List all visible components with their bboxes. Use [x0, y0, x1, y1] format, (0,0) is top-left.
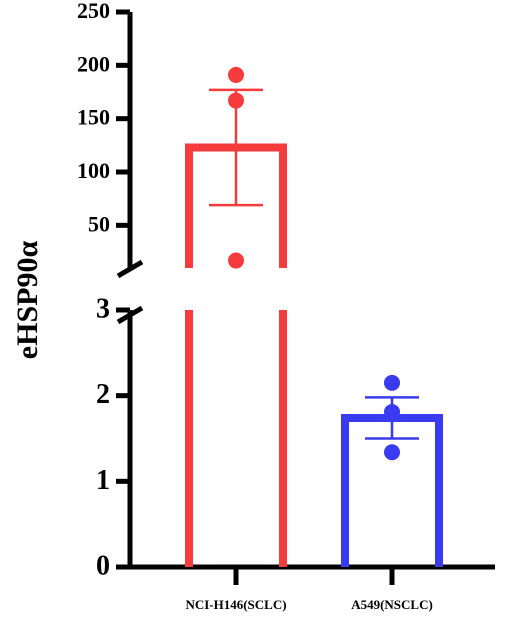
- bar: [185, 143, 287, 567]
- axis-break: [116, 305, 144, 325]
- data-point: [228, 66, 244, 83]
- y-tick-label: 100: [77, 158, 110, 183]
- y-tick-label: 3: [96, 293, 110, 324]
- data-point: [384, 403, 400, 420]
- y-tick-label: 250: [77, 0, 110, 23]
- x-tick-label: NCI-H146(SCLC): [185, 597, 286, 612]
- axis-break: [116, 259, 144, 279]
- y-tick-label: 0: [96, 550, 110, 581]
- bar: [341, 413, 443, 567]
- y-tick-label: 2: [96, 379, 110, 410]
- data-point: [384, 374, 400, 391]
- x-tick-label: A549(NSCLC): [351, 597, 433, 612]
- y-tick-label: 1: [96, 465, 110, 496]
- data-point: [228, 252, 244, 269]
- y-tick-label: 200: [77, 51, 110, 76]
- data-point: [228, 92, 244, 109]
- y-tick-label: 150: [77, 105, 110, 130]
- y-axis-label: eHSP90α: [11, 241, 44, 360]
- data-point: [384, 444, 400, 461]
- y-tick-label: 50: [88, 211, 110, 236]
